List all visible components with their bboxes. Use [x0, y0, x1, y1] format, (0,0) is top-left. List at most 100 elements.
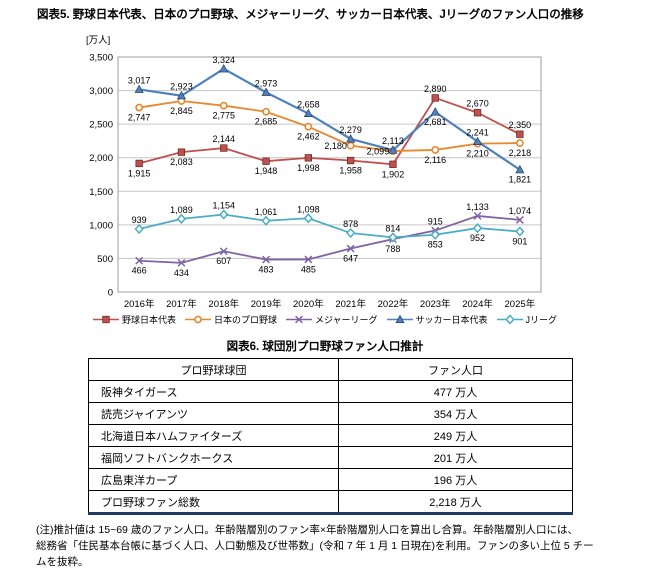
data-label: 2,180 — [324, 141, 347, 151]
x-axis-tick-label: 2022年 — [378, 298, 409, 310]
data-label: 2,113 — [382, 136, 404, 146]
square-marker-icon — [220, 144, 228, 152]
diamond-marker-icon — [515, 226, 525, 237]
data-label: 2,845 — [170, 106, 193, 116]
table-header-row: プロ野球球団 ファン人口 — [88, 358, 573, 381]
circle-marker-icon — [431, 146, 440, 154]
data-label: 1,998 — [297, 163, 320, 173]
triangle-marker-icon — [346, 134, 356, 143]
data-label: 2,241 — [466, 128, 489, 138]
data-label: 2,210 — [466, 149, 489, 159]
data-label: 2,279 — [339, 125, 362, 135]
data-label: 1,089 — [170, 205, 193, 215]
fan-count-cell: 354 万人 — [338, 402, 573, 425]
fan-table-header-count: ファン人口 — [338, 358, 573, 381]
data-label: 901 — [512, 237, 527, 247]
legend-label: 野球日本代表 — [121, 315, 176, 325]
square-marker-icon — [473, 109, 482, 117]
diamond-marker-icon — [346, 227, 356, 239]
data-label: 1,133 — [466, 202, 489, 212]
x-marker-icon — [177, 258, 186, 267]
diamond-marker-icon — [176, 213, 187, 225]
data-label: 2,218 — [509, 148, 532, 158]
data-label: 2,658 — [297, 100, 320, 110]
table-row: 北海道日本ハムファイターズ 249 万人 — [88, 424, 573, 447]
x-axis-tick-label: 2019年 — [251, 298, 282, 310]
square-marker-icon — [135, 159, 143, 168]
y-axis-tick-label: 3,000 — [89, 86, 113, 97]
legend-label: サッカー日本代表 — [415, 315, 488, 325]
legend-triangle-icon — [386, 314, 413, 323]
diamond-marker-icon — [504, 314, 515, 325]
data-label: 2,973 — [255, 78, 278, 88]
x-axis-tick-label: 2018年 — [208, 298, 239, 310]
diamond-marker-icon — [430, 229, 440, 240]
data-label: 466 — [132, 266, 147, 276]
x-marker-icon — [473, 211, 482, 220]
circle-marker-icon — [135, 103, 144, 112]
square-marker-icon — [347, 156, 355, 165]
series-Jリーグ — [134, 209, 525, 243]
table-body: 阪神タイガース 477 万人 読売ジャイアンツ 354 万人 北海道日本ハムファイターズ… — [88, 380, 573, 514]
diamond-marker-icon — [261, 215, 271, 226]
legend-item: メジャーリーグ — [285, 313, 378, 326]
x-axis-tick-label: 2017年 — [166, 298, 197, 310]
data-label: 915 — [428, 217, 443, 227]
square-marker-icon — [102, 315, 110, 324]
data-label: 2,099 — [367, 147, 390, 157]
triangle-marker-icon — [219, 63, 229, 73]
triangle-marker-icon — [430, 107, 440, 116]
plot-border — [117, 56, 542, 293]
y-axis-tick-label: 1,000 — [89, 220, 113, 231]
fan-count-cell: 2,218 万人 — [338, 490, 573, 514]
data-label: 485 — [301, 264, 316, 274]
table-row: 読売ジャイアンツ 354 万人 — [88, 402, 573, 425]
data-label: 853 — [428, 240, 443, 250]
table-row: 広島東洋カープ 196 万人 — [88, 468, 573, 491]
circle-marker-icon — [346, 141, 355, 150]
footnote-line: ムを抜粋。 — [36, 555, 89, 568]
diamond-marker-icon — [303, 213, 313, 224]
data-label: 1,948 — [255, 166, 278, 176]
legend-label: Jリーグ — [525, 315, 558, 325]
legend-item: サッカー日本代表 — [386, 313, 488, 326]
x-axis-tick-label: 2023年 — [420, 298, 451, 310]
x-axis-tick-label: 2020年 — [293, 298, 324, 310]
data-label: 939 — [132, 215, 147, 225]
fan-table-header-team: プロ野球球団 — [88, 358, 339, 381]
circle-marker-icon — [304, 122, 313, 131]
x-marker-icon — [135, 256, 144, 265]
data-label: 2,462 — [297, 132, 320, 142]
y-axis-unit-label: [万人] — [86, 35, 110, 46]
data-label: 1,915 — [128, 168, 151, 178]
y-axis-tick-label: 0 — [108, 288, 113, 299]
series-line — [138, 67, 521, 171]
triangle-marker-icon — [473, 136, 483, 146]
data-label: 1,821 — [509, 175, 532, 185]
y-axis-tick-label: 2,000 — [89, 153, 113, 164]
figure6-title: 図表6. 球団別プロ野球ファン人口推計 — [226, 341, 424, 353]
data-label: 483 — [259, 265, 274, 275]
data-label: 2,923 — [170, 82, 193, 92]
data-label: 2,747 — [128, 113, 151, 123]
team-name-cell: 広島東洋カープ — [88, 468, 339, 491]
x-marker-icon — [304, 255, 313, 264]
data-label: 647 — [343, 254, 358, 264]
fan-population-table: プロ野球球団 ファン人口 阪神タイガース 477 万人 読売ジャイアンツ 354 万人北… — [88, 358, 573, 515]
square-marker-icon — [389, 160, 397, 168]
data-label: 2,890 — [424, 84, 447, 94]
fan-count-cell: 477 万人 — [338, 380, 573, 403]
series-line — [138, 213, 520, 239]
y-axis-tick-label: 1,500 — [89, 187, 113, 198]
data-label: 2,144 — [212, 134, 235, 144]
data-label: 607 — [216, 256, 231, 266]
square-marker-icon — [177, 148, 186, 156]
x-marker-icon — [262, 255, 270, 264]
x-axis-tick-label: 2025年 — [505, 298, 536, 310]
x-marker-icon — [295, 315, 303, 324]
series-line — [138, 96, 521, 166]
y-axis-tick-label: 2,500 — [89, 120, 113, 131]
fan-count-cell: 201 万人 — [338, 446, 573, 469]
triangle-marker-icon — [261, 87, 271, 96]
